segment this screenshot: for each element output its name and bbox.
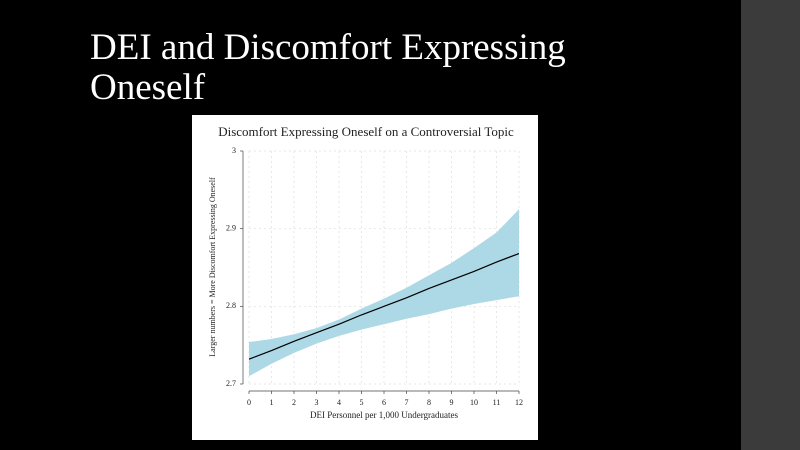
- y-tick-label: 2.7: [226, 379, 236, 388]
- x-tick-label: 3: [315, 398, 319, 407]
- x-tick-label: 2: [292, 398, 296, 407]
- x-tick-label: 9: [450, 398, 454, 407]
- x-tick-label: 12: [515, 398, 523, 407]
- chart-title: Discomfort Expressing Oneself on a Contr…: [218, 124, 514, 139]
- x-tick-label: 6: [382, 398, 386, 407]
- x-tick-label: 7: [405, 398, 409, 407]
- x-axis-label: DEI Personnel per 1,000 Undergraduates: [310, 410, 459, 420]
- x-tick-label: 4: [337, 398, 341, 407]
- slide-title: DEI and Discomfort Expressing Oneself: [90, 27, 566, 108]
- x-tick-label: 11: [493, 398, 501, 407]
- fit-line: [248, 252, 520, 360]
- y-tick-label: 3: [232, 146, 236, 155]
- x-tick-label: 5: [360, 398, 364, 407]
- x-tick-label: 8: [427, 398, 431, 407]
- x-tick-label: 10: [470, 398, 478, 407]
- y-tick-label: 2.9: [226, 223, 236, 232]
- x-tick-label: 1: [270, 398, 274, 407]
- y-axis-label: Larger numbers = More Discomfort Express…: [208, 177, 217, 357]
- x-tick-label: 0: [247, 398, 251, 407]
- y-tick-label: 2.8: [226, 301, 236, 310]
- side-strip: [741, 0, 800, 450]
- confidence-band: [249, 209, 519, 377]
